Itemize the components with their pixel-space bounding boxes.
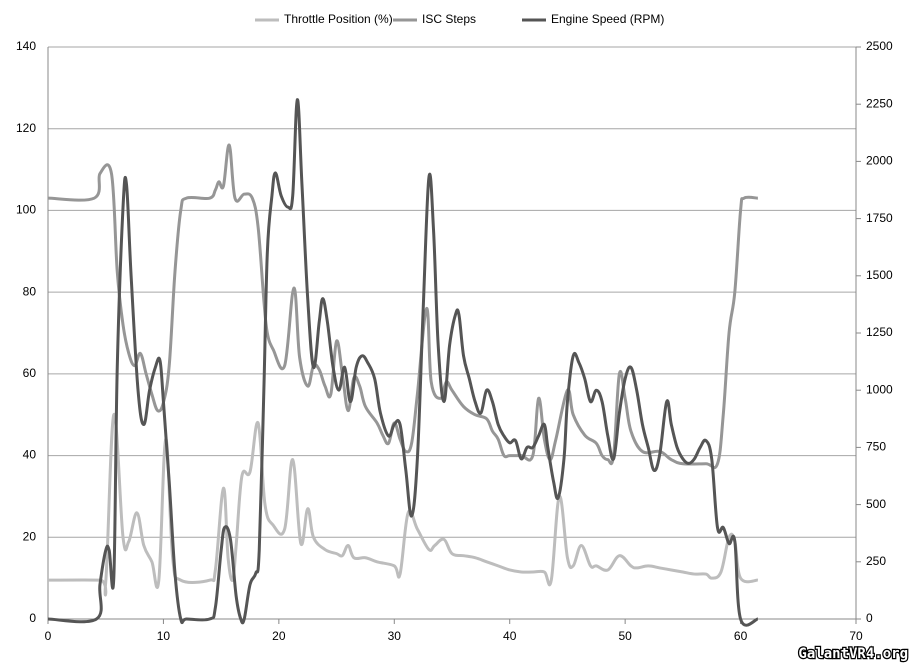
y-tick-label: 40 [23,448,37,462]
y2-tick-label: 250 [866,554,886,568]
y-tick-label: 0 [29,611,36,625]
y2-tick-label: 1250 [866,325,893,339]
x-tick-label: 20 [272,629,286,643]
y-tick-label: 60 [23,366,37,380]
legend-label: Throttle Position (%) [284,12,393,26]
y2-tick-label: 1000 [866,382,893,396]
legend-label: Engine Speed (RPM) [551,12,664,26]
x-tick-label: 40 [503,629,517,643]
x-tick-label: 60 [734,629,748,643]
x-tick-label: 70 [849,629,863,643]
x-tick-label: 10 [157,629,171,643]
legend-label: ISC Steps [422,12,476,26]
y2-tick-label: 0 [866,611,873,625]
y2-tick-label: 1500 [866,268,893,282]
y2-tick-label: 750 [866,440,886,454]
y-tick-label: 100 [16,203,36,217]
y-tick-label: 120 [16,121,36,135]
y-tick-label: 80 [23,284,37,298]
y2-tick-label: 1750 [866,211,893,225]
x-tick-label: 0 [45,629,52,643]
y-tick-label: 20 [23,529,37,543]
y2-tick-label: 2500 [866,39,893,53]
watermark: GalantVR4.org [798,646,908,662]
x-tick-label: 30 [388,629,402,643]
y-tick-label: 140 [16,39,36,53]
series-line [47,98,759,627]
x-tick-label: 50 [618,629,632,643]
y2-tick-label: 2250 [866,96,893,110]
series-line [47,143,758,470]
y2-tick-label: 500 [866,497,886,511]
y2-tick-label: 2000 [866,154,893,168]
